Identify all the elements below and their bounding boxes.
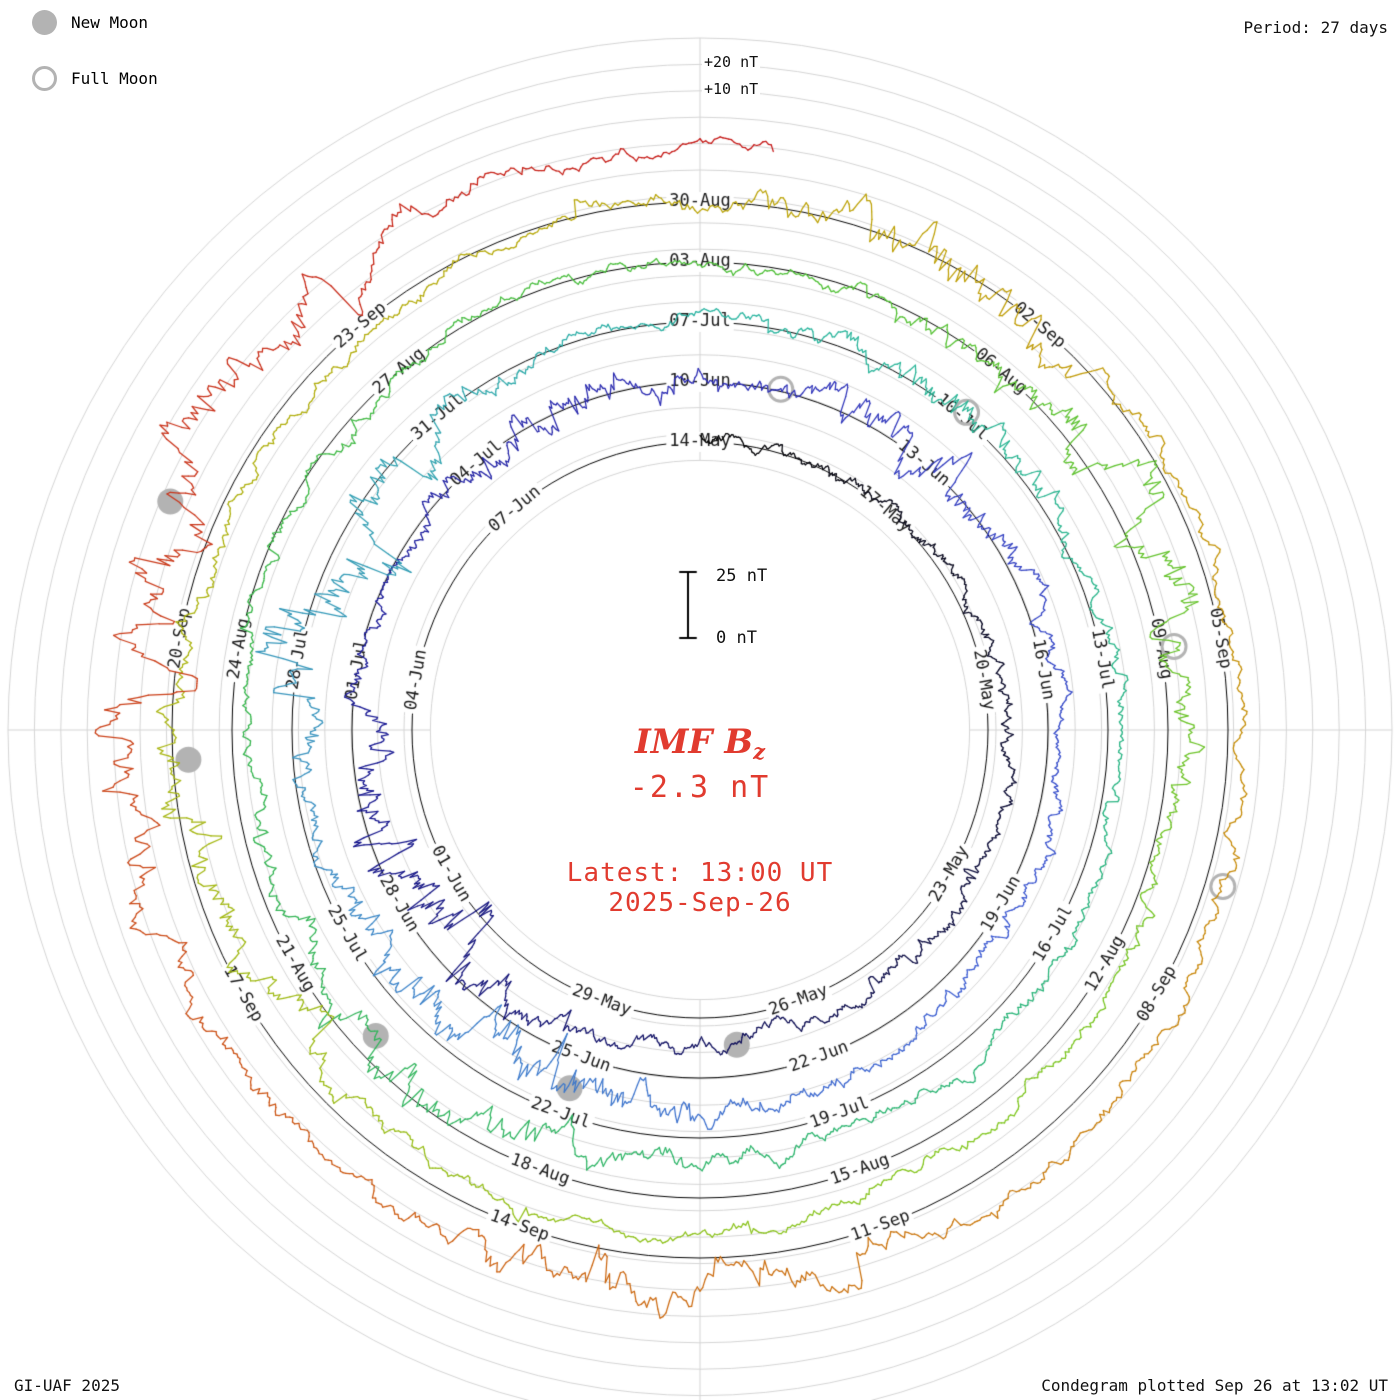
full-moon-label: Full Moon: [71, 68, 158, 88]
new-moon-icon: [32, 10, 57, 35]
full-moon-icon: [32, 66, 57, 91]
center-title: IMF Bz: [634, 722, 766, 764]
plotted-timestamp: Condegram plotted Sep 26 at 13:02 UT: [1041, 1376, 1388, 1395]
scale-bar-top-label: 25 nT: [716, 566, 768, 586]
legend-full-moon: Full Moon: [32, 66, 158, 91]
scale-bar-bottom-label: 0 nT: [716, 628, 757, 648]
axis-label-plus10: +10 nT: [702, 80, 761, 98]
period-label: Period: 27 days: [1243, 18, 1389, 37]
center-latest-time: Latest: 13:00 UT: [566, 858, 834, 888]
legend-new-moon: New Moon: [32, 10, 148, 35]
center-title-subscript: z: [753, 739, 766, 764]
credit-label: GI-UAF 2025: [14, 1376, 120, 1395]
center-latest-date: 2025-Sep-26: [608, 888, 792, 918]
center-value: -2.3 nT: [629, 770, 771, 805]
axis-label-plus20: +20 nT: [702, 53, 761, 71]
new-moon-label: New Moon: [71, 12, 149, 32]
